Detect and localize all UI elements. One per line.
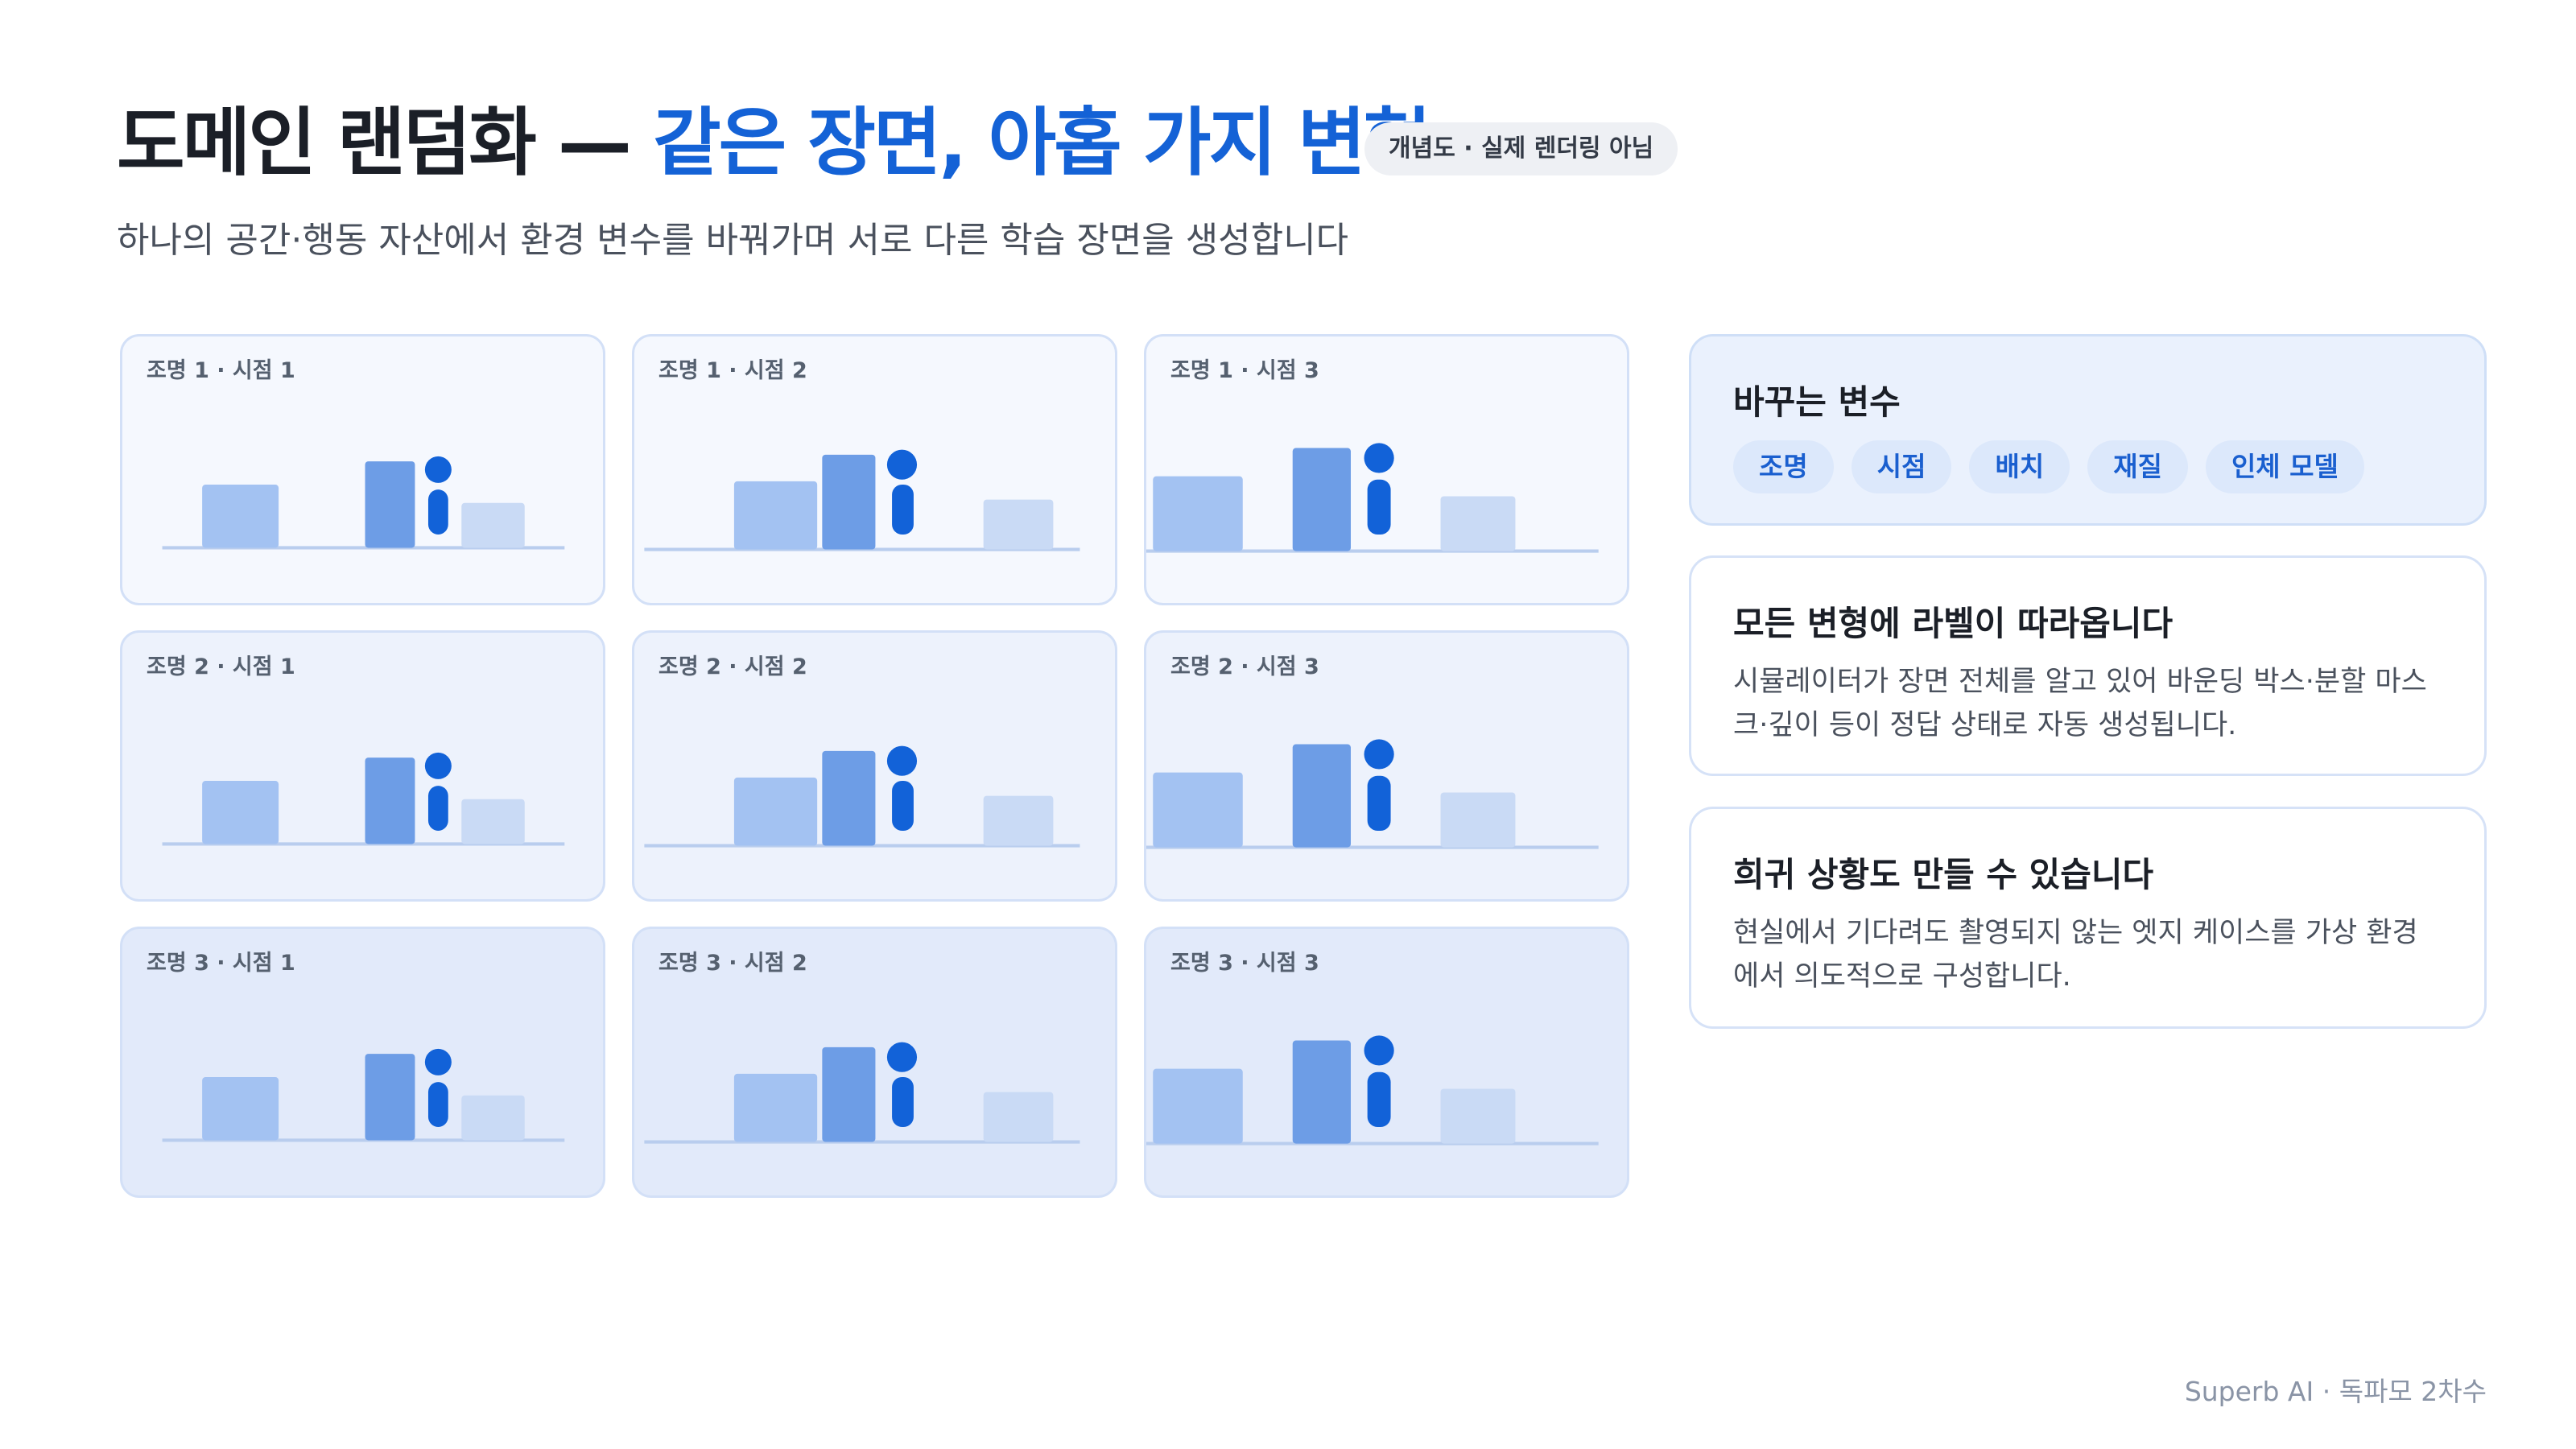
person-head	[424, 1048, 452, 1075]
scene-cell: 조명 1 · 시점 3	[1144, 334, 1629, 605]
scene	[644, 449, 1080, 551]
cell-label: 조명 1 · 시점 2	[658, 358, 807, 383]
box	[1292, 744, 1352, 848]
person-head	[424, 456, 452, 483]
box	[1440, 496, 1516, 551]
box	[1292, 448, 1352, 551]
scene-cell: 조명 2 · 시점 2	[632, 630, 1117, 902]
scene-cell: 조명 3 · 시점 1	[120, 927, 605, 1198]
box	[365, 758, 415, 844]
box	[1440, 1088, 1516, 1144]
info-card: 희귀 상황도 만들 수 있습니다 현실에서 기다려도 촬영되지 않는 엣지 케이…	[1689, 807, 2487, 1029]
scene-cell: 조명 1 · 시점 1	[120, 334, 605, 605]
cell-label: 조명 2 · 시점 1	[147, 654, 295, 679]
person-head	[424, 752, 452, 779]
subtitle: 하나의 공간·행동 자산에서 환경 변수를 바꿔가며 서로 다른 학습 장면을 …	[117, 220, 1349, 261]
scene	[1146, 1035, 1599, 1146]
card-title: 희귀 상황도 만들 수 있습니다	[1733, 855, 2154, 894]
scene-cell: 조명 2 · 시점 3	[1144, 630, 1629, 902]
person-body	[1367, 479, 1391, 535]
title-lead: 도메인 랜덤화 —	[117, 100, 632, 186]
box	[1153, 1068, 1243, 1144]
cell-label: 조명 2 · 시점 2	[658, 654, 807, 679]
box	[822, 454, 876, 550]
info-card: 모든 변형에 라벨이 따라옵니다 시뮬레이터가 장면 전체를 알고 있어 바운딩…	[1689, 555, 2487, 776]
variables-card: 바꾸는 변수 조명 시점 배치 재질 인체 모델	[1689, 334, 2487, 526]
cell-label: 조명 1 · 시점 1	[147, 358, 295, 383]
box	[461, 799, 525, 844]
cell-label: 조명 3 · 시점 2	[658, 951, 807, 976]
scene	[644, 745, 1080, 848]
card-body: 시뮬레이터가 장면 전체를 알고 있어 바운딩 박스·분할 마스크·깊이 등이 …	[1733, 666, 2427, 741]
person-body	[427, 1082, 448, 1127]
scene-cell: 조명 1 · 시점 2	[632, 334, 1117, 605]
box	[461, 1095, 525, 1141]
scene	[162, 456, 565, 550]
chip: 재질	[2087, 440, 2188, 493]
box	[1292, 1040, 1352, 1144]
scene-cell: 조명 2 · 시점 1	[120, 630, 605, 902]
box	[365, 1054, 415, 1141]
box	[1153, 772, 1243, 848]
chip: 배치	[1969, 440, 2070, 493]
person-head	[1364, 1035, 1394, 1066]
chip-list: 조명 시점 배치 재질 인체 모델	[1733, 440, 2442, 493]
person-body	[1367, 775, 1391, 831]
cell-label: 조명 3 · 시점 3	[1170, 951, 1319, 976]
scene	[1146, 443, 1599, 553]
box	[733, 777, 818, 846]
person-head	[886, 745, 918, 776]
person-head	[1364, 739, 1394, 770]
person-body	[892, 780, 914, 831]
person-head	[886, 1042, 918, 1072]
person-body	[427, 489, 448, 535]
chip: 시점	[1851, 440, 1952, 493]
title-accent: 같은 장면, 아홉 가지 변형	[652, 100, 1431, 186]
box	[202, 780, 279, 844]
box	[822, 750, 876, 846]
box	[461, 502, 525, 548]
person-head	[886, 449, 918, 480]
card-body: 현실에서 기다려도 촬영되지 않는 엣지 케이스를 가상 환경에서 의도적으로 …	[1733, 917, 2418, 993]
chip: 인체 모델	[2205, 440, 2364, 493]
person-body	[427, 786, 448, 831]
box	[983, 1092, 1054, 1142]
person-body	[892, 484, 914, 535]
scene-cell: 조명 3 · 시점 3	[1144, 927, 1629, 1198]
person-head	[1364, 443, 1394, 473]
person-body	[1367, 1071, 1391, 1127]
box	[202, 1076, 279, 1141]
box	[822, 1046, 876, 1142]
cell-label: 조명 1 · 시점 3	[1170, 358, 1319, 383]
scene	[162, 752, 565, 846]
scene	[1146, 739, 1599, 849]
title: 도메인 랜덤화 — 같은 장면, 아홉 가지 변형	[117, 95, 1431, 192]
chip: 조명	[1733, 440, 1834, 493]
box	[365, 461, 415, 548]
variables-title: 바꾸는 변수	[1733, 382, 1901, 422]
box	[733, 481, 818, 550]
scene-cell: 조명 3 · 시점 2	[632, 927, 1117, 1198]
box	[733, 1073, 818, 1142]
scene	[644, 1042, 1080, 1144]
person-body	[892, 1076, 914, 1127]
card-title: 모든 변형에 라벨이 따라옵니다	[1733, 604, 2174, 643]
box	[1153, 476, 1243, 551]
box	[202, 484, 279, 548]
cell-label: 조명 3 · 시점 1	[147, 951, 295, 976]
footer: Superb AI · 독파모 2차수	[2184, 1376, 2487, 1407]
box	[983, 795, 1054, 846]
badge: 개념도 · 실제 렌더링 아님	[1364, 122, 1678, 175]
scene	[162, 1048, 565, 1142]
box	[983, 499, 1054, 550]
cell-label: 조명 2 · 시점 3	[1170, 654, 1319, 679]
box	[1440, 792, 1516, 848]
